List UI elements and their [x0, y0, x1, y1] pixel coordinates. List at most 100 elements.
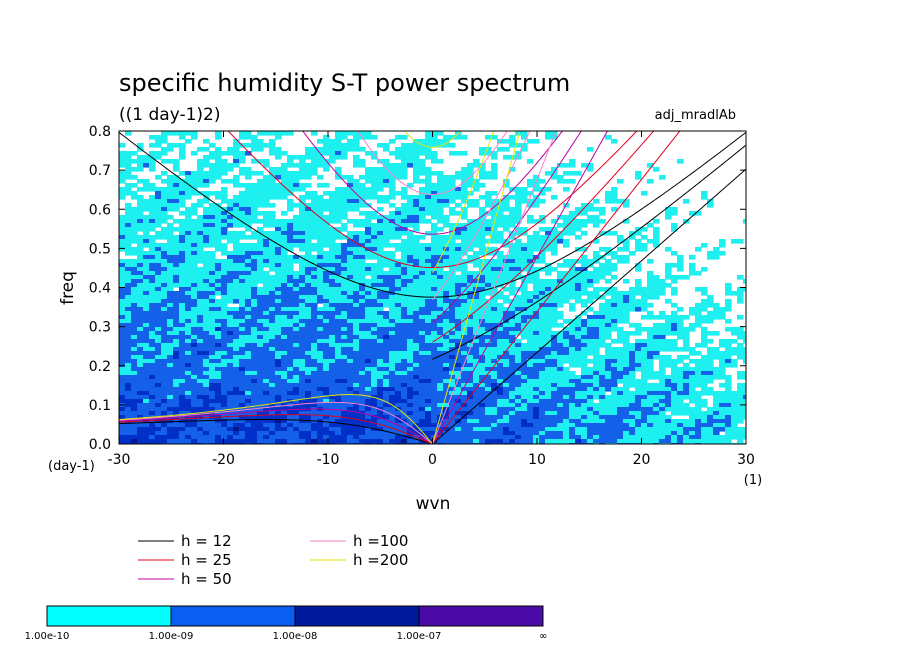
field-cell: [653, 371, 660, 376]
field-cell: [149, 187, 156, 192]
field-cell: [581, 275, 588, 280]
field-cell: [341, 299, 348, 304]
field-cell: [161, 339, 168, 344]
field-cell: [377, 351, 384, 356]
field-cell: [347, 343, 354, 348]
field-cell: [677, 375, 684, 380]
field-cell: [347, 387, 354, 392]
field-cell: [533, 303, 540, 308]
field-cell: [305, 251, 312, 256]
field-cell: [275, 339, 282, 344]
field-cell: [281, 271, 288, 276]
field-cell: [353, 323, 360, 328]
field-cell: [677, 267, 684, 272]
field-cell: [239, 167, 246, 172]
field-cell: [713, 251, 720, 256]
field-cell: [671, 287, 678, 292]
field-cell: [287, 319, 294, 324]
field-cell: [329, 383, 336, 388]
field-cell: [689, 379, 696, 384]
field-cell: [437, 395, 444, 400]
field-cell: [215, 207, 222, 212]
field-cell: [527, 391, 534, 396]
field-cell: [395, 227, 402, 232]
field-cell: [353, 159, 360, 164]
field-cell: [623, 239, 630, 244]
field-cell: [281, 151, 288, 156]
field-cell: [413, 331, 420, 336]
field-cell: [341, 211, 348, 216]
field-cell: [179, 391, 186, 396]
field-cell: [257, 375, 264, 380]
field-cell: [695, 351, 702, 356]
field-cell: [467, 383, 474, 388]
field-cell: [353, 183, 360, 188]
field-cell: [695, 371, 702, 376]
field-cell: [521, 191, 528, 196]
field-cell: [647, 375, 654, 380]
field-cell: [437, 175, 444, 180]
field-cell: [203, 275, 210, 280]
field-cell: [275, 359, 282, 364]
field-cell: [143, 227, 150, 232]
field-cell: [305, 271, 312, 276]
field-cell: [311, 223, 318, 228]
field-cell: [251, 243, 258, 248]
field-cell: [695, 303, 702, 308]
field-cell: [167, 247, 174, 252]
field-cell: [119, 359, 126, 364]
field-cell: [179, 219, 186, 224]
field-cell: [239, 279, 246, 284]
field-cell: [281, 279, 288, 284]
field-cell: [119, 187, 126, 192]
field-cell: [479, 239, 486, 244]
field-cell: [161, 383, 168, 388]
field-cell: [413, 363, 420, 368]
field-cell: [551, 235, 558, 240]
field-cell: [473, 351, 480, 356]
field-cell: [185, 371, 192, 376]
field-cell: [257, 327, 264, 332]
field-cell: [371, 135, 378, 140]
field-cell: [407, 151, 414, 156]
field-cell: [335, 379, 342, 384]
field-cell: [611, 291, 618, 296]
field-cell: [281, 211, 288, 216]
field-cell: [155, 343, 162, 348]
field-cell: [713, 355, 720, 360]
field-cell: [197, 391, 204, 396]
field-cell: [365, 171, 372, 176]
field-cell: [323, 251, 330, 256]
field-cell: [353, 371, 360, 376]
field-cell: [215, 215, 222, 220]
field-cell: [599, 387, 606, 392]
field-cell: [503, 387, 510, 392]
field-cell: [179, 343, 186, 348]
field-cell: [467, 227, 474, 232]
field-cell: [317, 259, 324, 264]
field-cell: [659, 343, 666, 348]
field-cell: [125, 295, 132, 300]
field-cell: [191, 307, 198, 312]
field-cell: [575, 363, 582, 368]
field-cell: [677, 379, 684, 384]
field-cell: [641, 383, 648, 388]
field-cell: [395, 315, 402, 320]
field-cell: [593, 223, 600, 228]
field-cell: [533, 323, 540, 328]
field-cell: [317, 227, 324, 232]
field-cell: [119, 267, 126, 272]
field-cell: [137, 291, 144, 296]
field-cell: [383, 255, 390, 260]
field-cell: [557, 339, 564, 344]
field-cell: [665, 283, 672, 288]
field-cell: [119, 155, 126, 160]
field-cell: [593, 331, 600, 336]
field-cell: [305, 163, 312, 168]
field-cell: [167, 307, 174, 312]
field-cell: [425, 191, 432, 196]
field-cell: [413, 319, 420, 324]
field-cell: [233, 259, 240, 264]
field-cell: [365, 239, 372, 244]
field-cell: [221, 167, 228, 172]
